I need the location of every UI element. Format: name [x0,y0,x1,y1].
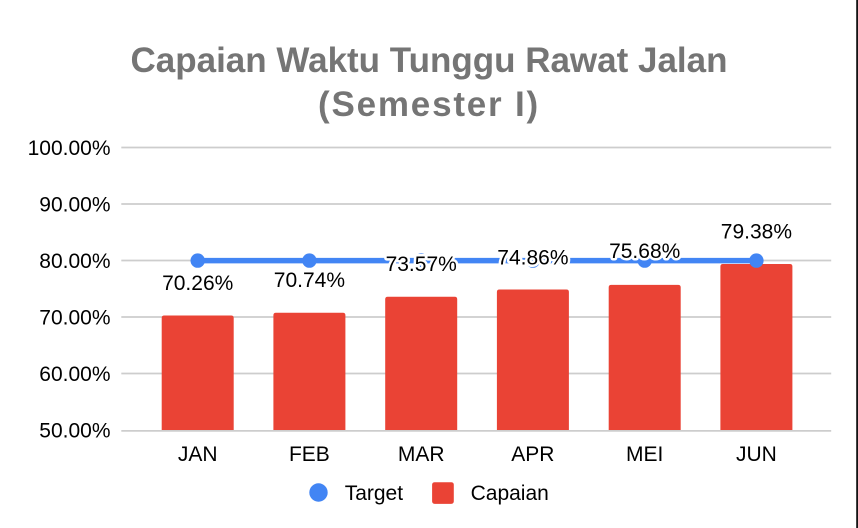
svg-text:MEI: MEI [626,443,663,466]
svg-text:70.74%: 70.74% [274,269,345,292]
svg-text:90.00%: 90.00% [39,194,110,217]
svg-text:60.00%: 60.00% [39,363,110,386]
svg-text:79.38%: 79.38% [721,220,792,243]
svg-text:MAR: MAR [398,443,445,466]
svg-text:80.00%: 80.00% [39,250,110,273]
svg-text:Target: Target [345,482,404,505]
svg-text:70.26%: 70.26% [162,272,233,295]
svg-text:APR: APR [511,443,554,466]
svg-text:75.68%: 75.68% [609,240,680,263]
svg-text:FEB: FEB [289,443,330,466]
svg-text:74.86%: 74.86% [497,246,568,269]
svg-text:50.00%: 50.00% [39,420,110,443]
svg-text:JUN: JUN [736,443,777,466]
svg-text:73.57%: 73.57% [386,253,457,276]
svg-text:(Semester I): (Semester I) [318,85,540,124]
svg-text:JAN: JAN [178,443,218,466]
svg-text:70.00%: 70.00% [39,307,110,330]
svg-text:Capaian Waktu Tunggu Rawat Jal: Capaian Waktu Tunggu Rawat Jalan [130,41,727,80]
svg-text:Capaian: Capaian [471,482,549,505]
svg-text:100.00%: 100.00% [28,137,111,160]
